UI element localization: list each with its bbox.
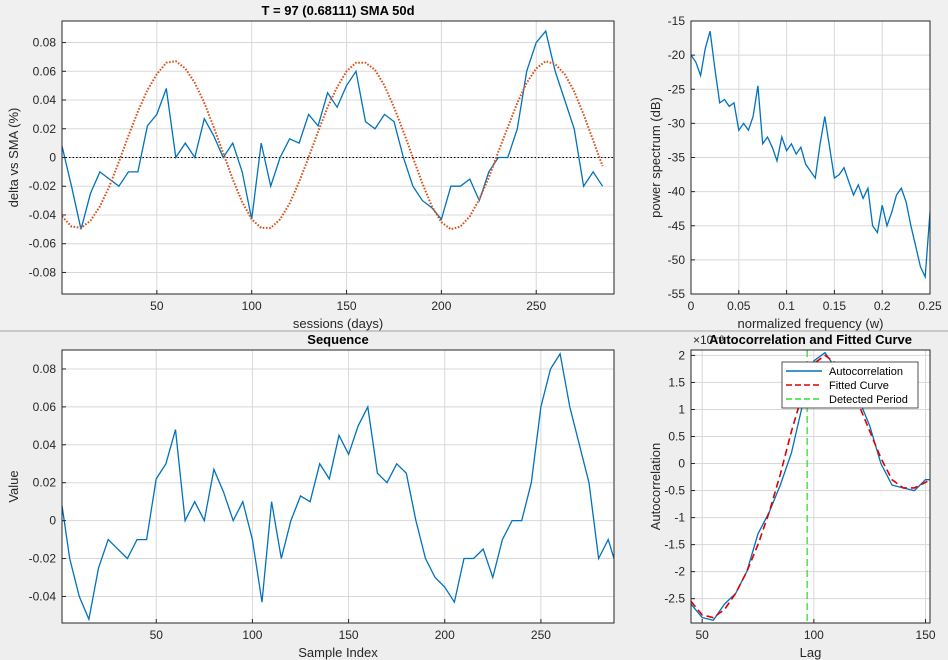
y-tick-label: 2	[678, 348, 685, 362]
x-tick-label: 0.25	[918, 299, 942, 313]
y-tick-label: 0.06	[33, 400, 57, 414]
x-tick-label: 200	[431, 299, 451, 313]
series-autocorrelation	[691, 351, 930, 622]
y-tick-label: -25	[668, 82, 686, 96]
y-tick-label: 0.04	[33, 438, 57, 452]
y-tick-label: -0.04	[29, 589, 57, 603]
x-tick-label: 0.1	[778, 299, 795, 313]
series-value	[62, 352, 614, 622]
y-tick-label: -0.5	[664, 484, 685, 498]
y-tick-label: -1.5	[664, 538, 685, 552]
y-axis-label: Value	[6, 470, 21, 502]
y-tick-label: -0.06	[29, 237, 57, 251]
series-group	[691, 351, 930, 622]
series-sine	[62, 60, 604, 231]
x-axis-label: Sample Index	[298, 645, 378, 660]
chart-sequence: 50 100 150 200 250 -0.04 -0.02 0 0.02 0.04 0.06 0.0…	[6, 332, 615, 660]
y-tick-label: 0.02	[33, 122, 57, 136]
x-tick-label: 150	[916, 628, 936, 642]
x-tick-label: 50	[150, 628, 164, 642]
y-axis-label: power spectrum (dB)	[648, 97, 663, 218]
y-tick-label: -45	[668, 219, 686, 233]
x-tick-label: 0.15	[823, 299, 847, 313]
y-tick-label: 0.5	[668, 429, 685, 443]
y-tick-label: -1	[674, 511, 685, 525]
y-tick-label: 0.06	[33, 64, 57, 78]
x-tick-label: 100	[242, 628, 262, 642]
x-tick-label: 0.05	[727, 299, 751, 313]
legend: Autocorrelation Fitted Curve Detected Peri…	[781, 361, 919, 409]
x-tick-label: 250	[526, 299, 546, 313]
chart-power-spectrum: 0 0.05 0.1 0.15 0.2 0.25 -55 -50 -45 -40 -35 -30 -25…	[648, 14, 942, 331]
y-tick-label: 0.08	[33, 362, 57, 376]
y-tick-label: -0.02	[29, 552, 57, 566]
x-tick-label: 0	[688, 299, 695, 313]
y-tick-label: -2	[674, 565, 685, 579]
y-tick-label: 0.02	[33, 476, 57, 490]
x-axis-label: normalized frequency (w)	[738, 316, 884, 331]
panel-divider[interactable]	[0, 330, 948, 332]
y-tick-label: -50	[668, 253, 686, 267]
x-tick-label: 50	[695, 628, 709, 642]
y-tick-label: -0.02	[29, 179, 57, 193]
chart-title: T = 97 (0.68111) SMA 50d	[261, 3, 414, 18]
y-tick-label: -55	[668, 287, 686, 301]
chart-title: Sequence	[307, 332, 368, 347]
x-tick-label: 100	[804, 628, 824, 642]
y-tick-label: 0	[49, 151, 56, 165]
series-group	[62, 29, 604, 231]
legend-entry: Fitted Curve	[829, 380, 889, 392]
axes-box	[690, 349, 931, 624]
y-tick-label: 1.5	[668, 375, 685, 389]
axes-box	[61, 349, 615, 624]
y-tick-label: -2.5	[664, 592, 685, 606]
y-tick-label: -0.04	[29, 208, 57, 222]
x-tick-label: 100	[242, 299, 262, 313]
y-tick-label: -35	[668, 151, 686, 165]
chart-autocorrelation: 50 100 150 -2.5 -2 -1.5 -1 -0.5 0 0.5 1 1.5 2 Lag Auto…	[648, 332, 936, 660]
y-tick-label: 1	[678, 402, 685, 416]
series-group	[691, 31, 930, 280]
y-tick-label: 0.08	[33, 36, 57, 50]
y-axis-label: Autocorrelation	[648, 443, 663, 530]
y-tick-label: 0	[49, 514, 56, 528]
y-tick-label: -40	[668, 185, 686, 199]
series-fitted-curve	[691, 354, 930, 619]
plot-area	[62, 350, 614, 623]
x-tick-label: 150	[337, 299, 357, 313]
y-tick-label: 0	[678, 457, 685, 471]
y-tick-label: -20	[668, 48, 686, 62]
chart-price-delta: 50 100 150 200 250 -0.08 -0.06 -0.04 -0.02 0 0.02 0…	[6, 3, 615, 331]
x-axis-label: sessions (days)	[293, 316, 383, 331]
x-tick-label: 150	[339, 628, 359, 642]
y-tick-label: -0.08	[29, 265, 57, 279]
y-tick-label: 0.04	[33, 93, 57, 107]
y-tick-label: -15	[668, 14, 686, 28]
legend-entry: Detected Period	[829, 394, 908, 406]
series-spectrum	[691, 31, 930, 280]
x-tick-label: 50	[150, 299, 164, 313]
y-axis-label: delta vs SMA (%)	[6, 108, 21, 208]
y-tick-label: -30	[668, 116, 686, 130]
series-group	[62, 352, 614, 622]
x-tick-label: 250	[531, 628, 551, 642]
legend-entry: Autocorrelation	[829, 366, 903, 378]
chart-title: Autocorrelation and Fitted Curve	[709, 332, 912, 347]
x-tick-label: 0.2	[874, 299, 891, 313]
axis-exponent: ×10⁻³	[693, 333, 724, 347]
x-tick-label: 200	[435, 628, 455, 642]
x-axis-label: Lag	[800, 645, 822, 660]
series-delta	[62, 29, 604, 230]
